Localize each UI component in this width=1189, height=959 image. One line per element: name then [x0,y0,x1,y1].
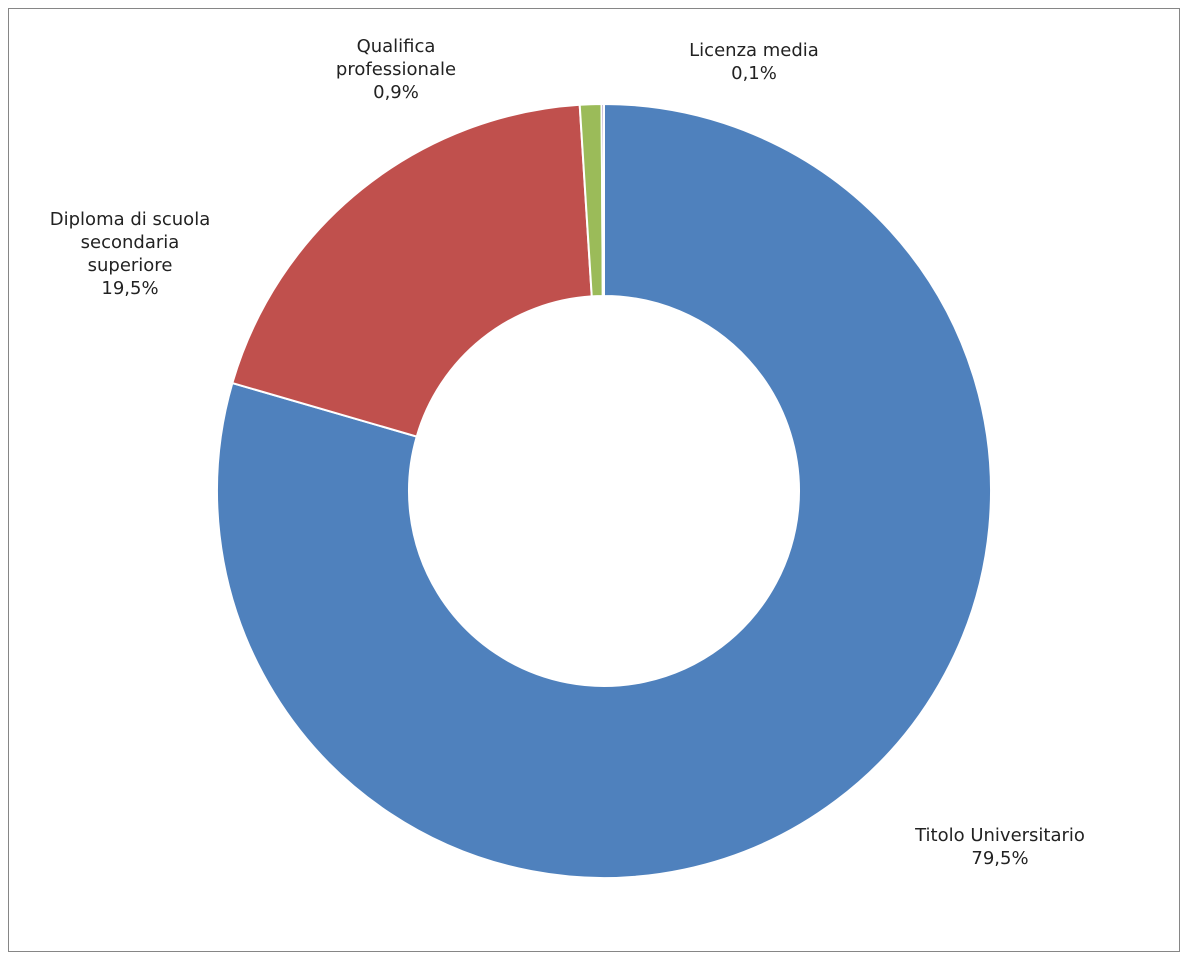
slice-titolo-universitario [216,102,992,879]
slice-licenza-media [600,102,605,298]
slice-diploma [231,103,593,438]
data-label-licenza-media: Licenza media 0,1% [689,40,819,84]
data-label-qualifica: Qualifica professionale 0,9% [335,36,457,103]
data-label-diploma: Diploma di scuola secondaria superiore 1… [49,209,211,299]
data-label-titolo-universitario: Titolo Universitario 79,5% [915,825,1085,869]
